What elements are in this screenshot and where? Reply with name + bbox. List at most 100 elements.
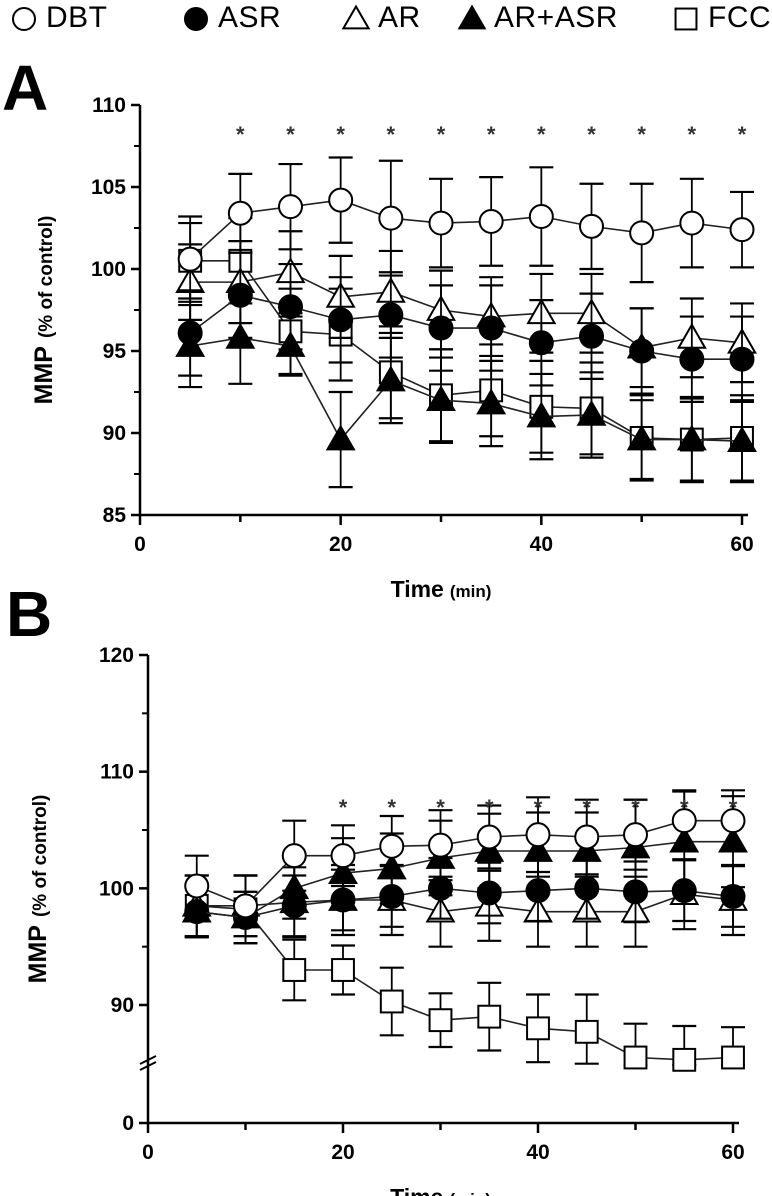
axis-break-mark [139,1055,157,1065]
series-line [196,893,734,913]
x-tick-label: 40 [530,533,553,556]
data-point [428,1008,453,1033]
data-point [727,426,757,453]
data-point [579,213,604,239]
x-axis-title-unit: (min) [449,1190,491,1196]
significance-star: * [236,122,245,147]
filled-triangle-marker-icon [457,4,487,30]
data-point [428,832,453,858]
data-point [729,346,755,372]
significance-star: * [631,795,640,820]
x-tick-label: 40 [526,1141,549,1164]
data-point [525,822,551,848]
data-point [477,1004,502,1029]
open-circle-marker-icon-shape [12,7,36,31]
legend-label: FCCP [708,1,772,34]
data-point [375,365,406,392]
data-point [227,200,253,226]
y-axis-title-unit: (% of control) [36,216,57,338]
y-axis-title-main: MMP [30,346,58,404]
data-point [328,187,354,213]
y-tick-label: 90 [111,994,134,1017]
significance-star: * [534,795,543,820]
series-dbt [184,789,746,938]
y-tick-label: 95 [103,340,127,363]
data-point [378,302,404,328]
data-point [331,958,355,982]
significance-star: * [387,122,396,147]
filled-circle-marker-icon [184,7,208,31]
significance-star: * [485,795,494,820]
significance-star: * [738,122,747,147]
series-ar [181,858,748,948]
data-point [328,307,354,333]
axis-break-mark [139,1061,157,1071]
y-axis-title-main: MMP [24,925,52,983]
legend-label: AR+ASR [494,1,618,34]
data-point [676,424,707,451]
series-line [196,905,734,1061]
data-point [281,843,307,869]
data-point [623,822,648,848]
legend-label: ASR [218,1,282,34]
significance-star: * [436,795,445,820]
data-point [278,194,303,220]
y-tick-label: 110 [100,761,134,784]
significance-star: * [339,795,348,820]
series-ar-asr [181,790,748,945]
x-tick-label: 20 [329,533,352,556]
legend: DBT ASR AR AR+ASR FCCP [0,0,772,40]
data-point [330,843,356,869]
data-point [528,204,554,230]
data-point [626,424,657,451]
legend-item-asr: ASR [180,0,281,36]
y-tick-label: 110 [92,94,126,117]
data-point [379,989,404,1014]
data-point [576,399,607,426]
filled-triangle-marker-icon-shape [457,4,487,30]
significance-star: * [680,795,689,820]
data-point [177,246,203,272]
open-square-marker-icon-shape [674,7,698,31]
significance-star: * [637,122,646,147]
significance-star: * [286,122,295,147]
x-tick-label: 20 [331,1141,354,1164]
legend-label: DBT [46,1,108,34]
data-point [275,330,306,357]
x-tick-label: 60 [730,533,753,556]
y-tick-label: 120 [99,644,134,667]
open-triangle-marker-icon [341,4,371,30]
data-point [721,1045,745,1070]
data-point [478,208,504,234]
x-axis-title: Time (min) [391,576,492,602]
data-point [629,338,655,364]
data-point [528,330,554,356]
legend-item-fccp: FCCP [670,0,772,36]
data-point [679,346,705,372]
significance-star: * [437,122,446,147]
data-point [184,873,210,899]
significance-star: * [582,795,591,820]
legend-item-ar-asr: AR+ASR [456,0,618,36]
filled-circle-marker-icon-shape [184,7,208,31]
y-tick-label: 100 [99,877,134,900]
data-point [579,323,604,349]
data-point [282,958,307,982]
data-point [526,401,557,428]
data-point [225,322,256,349]
x-axis-title: Time (min) [390,1184,491,1196]
y-axis-title: MMP (% of control) [24,795,52,984]
series-ar-asr [175,290,757,489]
y-tick-label: 100 [91,258,126,281]
data-point [679,210,705,236]
data-point [476,388,507,415]
panel-label-a: A [2,52,49,124]
significance-star: * [336,122,345,147]
series-line [196,819,733,907]
y-axis-title-unit: (% of control) [30,795,51,917]
data-point [574,824,600,850]
panel-label-b: B [6,578,53,650]
data-point [574,1019,599,1044]
data-point [233,893,258,919]
y-tick-label: 85 [103,504,127,527]
